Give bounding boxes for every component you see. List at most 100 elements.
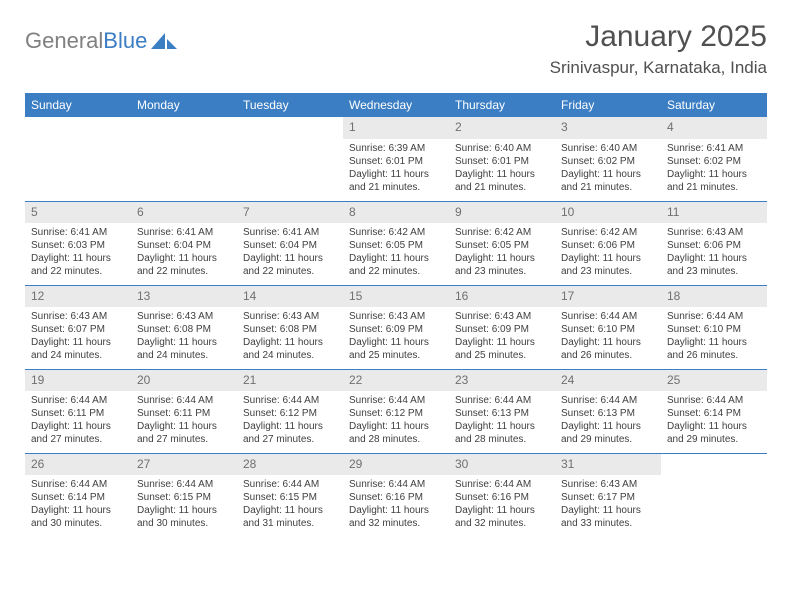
- day-details: Sunrise: 6:43 AMSunset: 6:09 PMDaylight:…: [449, 307, 555, 365]
- daylight-text: Daylight: 11 hours and 26 minutes.: [561, 336, 655, 362]
- daylight-text: Daylight: 11 hours and 29 minutes.: [561, 420, 655, 446]
- calendar-cell: 10Sunrise: 6:42 AMSunset: 6:06 PMDayligh…: [555, 201, 661, 285]
- sunset-text: Sunset: 6:02 PM: [561, 155, 655, 168]
- sunrise-text: Sunrise: 6:44 AM: [455, 394, 549, 407]
- calendar-week-row: 12Sunrise: 6:43 AMSunset: 6:07 PMDayligh…: [25, 285, 767, 369]
- calendar-body: 1Sunrise: 6:39 AMSunset: 6:01 PMDaylight…: [25, 117, 767, 537]
- day-details: Sunrise: 6:44 AMSunset: 6:13 PMDaylight:…: [555, 391, 661, 449]
- sunrise-text: Sunrise: 6:41 AM: [31, 226, 125, 239]
- sunrise-text: Sunrise: 6:43 AM: [137, 310, 231, 323]
- sunrise-text: Sunrise: 6:44 AM: [349, 478, 443, 491]
- sunrise-text: Sunrise: 6:44 AM: [667, 394, 761, 407]
- daylight-text: Daylight: 11 hours and 21 minutes.: [455, 168, 549, 194]
- sunrise-text: Sunrise: 6:42 AM: [561, 226, 655, 239]
- day-details: Sunrise: 6:44 AMSunset: 6:10 PMDaylight:…: [661, 307, 767, 365]
- calendar-cell: 13Sunrise: 6:43 AMSunset: 6:08 PMDayligh…: [131, 285, 237, 369]
- daylight-text: Daylight: 11 hours and 27 minutes.: [243, 420, 337, 446]
- sunrise-text: Sunrise: 6:44 AM: [243, 478, 337, 491]
- day-details: Sunrise: 6:44 AMSunset: 6:15 PMDaylight:…: [237, 475, 343, 533]
- day-number: 16: [449, 286, 555, 308]
- col-saturday: Saturday: [661, 93, 767, 117]
- daylight-text: Daylight: 11 hours and 29 minutes.: [667, 420, 761, 446]
- calendar-cell: 23Sunrise: 6:44 AMSunset: 6:13 PMDayligh…: [449, 369, 555, 453]
- day-number: 21: [237, 370, 343, 392]
- day-number: 8: [343, 202, 449, 224]
- day-number: 30: [449, 454, 555, 476]
- month-title: January 2025: [550, 20, 767, 54]
- sunset-text: Sunset: 6:13 PM: [561, 407, 655, 420]
- sunset-text: Sunset: 6:04 PM: [243, 239, 337, 252]
- daylight-text: Daylight: 11 hours and 23 minutes.: [561, 252, 655, 278]
- daylight-text: Daylight: 11 hours and 31 minutes.: [243, 504, 337, 530]
- day-number: 4: [661, 117, 767, 139]
- col-tuesday: Tuesday: [237, 93, 343, 117]
- day-details: Sunrise: 6:44 AMSunset: 6:16 PMDaylight:…: [449, 475, 555, 533]
- sunrise-text: Sunrise: 6:43 AM: [561, 478, 655, 491]
- daylight-text: Daylight: 11 hours and 27 minutes.: [31, 420, 125, 446]
- day-number: 22: [343, 370, 449, 392]
- sunrise-text: Sunrise: 6:44 AM: [31, 478, 125, 491]
- daylight-text: Daylight: 11 hours and 32 minutes.: [349, 504, 443, 530]
- sunset-text: Sunset: 6:08 PM: [243, 323, 337, 336]
- day-details: Sunrise: 6:43 AMSunset: 6:09 PMDaylight:…: [343, 307, 449, 365]
- calendar-cell: [661, 453, 767, 537]
- daylight-text: Daylight: 11 hours and 26 minutes.: [667, 336, 761, 362]
- day-number: 29: [343, 454, 449, 476]
- daylight-text: Daylight: 11 hours and 24 minutes.: [31, 336, 125, 362]
- sunset-text: Sunset: 6:17 PM: [561, 491, 655, 504]
- sunrise-text: Sunrise: 6:44 AM: [455, 478, 549, 491]
- sunset-text: Sunset: 6:08 PM: [137, 323, 231, 336]
- sunrise-text: Sunrise: 6:42 AM: [349, 226, 443, 239]
- sunrise-text: Sunrise: 6:44 AM: [667, 310, 761, 323]
- day-number: 9: [449, 202, 555, 224]
- day-number: 11: [661, 202, 767, 224]
- calendar-cell: 19Sunrise: 6:44 AMSunset: 6:11 PMDayligh…: [25, 369, 131, 453]
- day-details: Sunrise: 6:43 AMSunset: 6:08 PMDaylight:…: [131, 307, 237, 365]
- location-text: Srinivaspur, Karnataka, India: [550, 58, 767, 78]
- day-details: Sunrise: 6:44 AMSunset: 6:14 PMDaylight:…: [25, 475, 131, 533]
- day-details: Sunrise: 6:40 AMSunset: 6:02 PMDaylight:…: [555, 139, 661, 197]
- sunset-text: Sunset: 6:15 PM: [243, 491, 337, 504]
- col-friday: Friday: [555, 93, 661, 117]
- day-number: 13: [131, 286, 237, 308]
- sunset-text: Sunset: 6:06 PM: [561, 239, 655, 252]
- calendar-cell: 31Sunrise: 6:43 AMSunset: 6:17 PMDayligh…: [555, 453, 661, 537]
- daylight-text: Daylight: 11 hours and 21 minutes.: [349, 168, 443, 194]
- sunset-text: Sunset: 6:05 PM: [349, 239, 443, 252]
- brand-text-1: General: [25, 28, 103, 54]
- sunrise-text: Sunrise: 6:41 AM: [667, 142, 761, 155]
- day-number: 3: [555, 117, 661, 139]
- calendar-cell: [25, 117, 131, 201]
- calendar-cell: 14Sunrise: 6:43 AMSunset: 6:08 PMDayligh…: [237, 285, 343, 369]
- daylight-text: Daylight: 11 hours and 22 minutes.: [243, 252, 337, 278]
- day-details: Sunrise: 6:44 AMSunset: 6:12 PMDaylight:…: [343, 391, 449, 449]
- day-number: 6: [131, 202, 237, 224]
- calendar-cell: 17Sunrise: 6:44 AMSunset: 6:10 PMDayligh…: [555, 285, 661, 369]
- sunset-text: Sunset: 6:03 PM: [31, 239, 125, 252]
- daylight-text: Daylight: 11 hours and 22 minutes.: [137, 252, 231, 278]
- daylight-text: Daylight: 11 hours and 30 minutes.: [31, 504, 125, 530]
- sunset-text: Sunset: 6:02 PM: [667, 155, 761, 168]
- calendar-cell: 22Sunrise: 6:44 AMSunset: 6:12 PMDayligh…: [343, 369, 449, 453]
- day-number: 15: [343, 286, 449, 308]
- sunrise-text: Sunrise: 6:44 AM: [561, 310, 655, 323]
- col-wednesday: Wednesday: [343, 93, 449, 117]
- daylight-text: Daylight: 11 hours and 23 minutes.: [455, 252, 549, 278]
- calendar-week-row: 19Sunrise: 6:44 AMSunset: 6:11 PMDayligh…: [25, 369, 767, 453]
- day-details: Sunrise: 6:44 AMSunset: 6:10 PMDaylight:…: [555, 307, 661, 365]
- calendar-table: Sunday Monday Tuesday Wednesday Thursday…: [25, 93, 767, 537]
- daylight-text: Daylight: 11 hours and 30 minutes.: [137, 504, 231, 530]
- day-details: Sunrise: 6:44 AMSunset: 6:15 PMDaylight:…: [131, 475, 237, 533]
- calendar-cell: 5Sunrise: 6:41 AMSunset: 6:03 PMDaylight…: [25, 201, 131, 285]
- sunrise-text: Sunrise: 6:40 AM: [561, 142, 655, 155]
- sunset-text: Sunset: 6:11 PM: [31, 407, 125, 420]
- calendar-cell: 20Sunrise: 6:44 AMSunset: 6:11 PMDayligh…: [131, 369, 237, 453]
- calendar-cell: 11Sunrise: 6:43 AMSunset: 6:06 PMDayligh…: [661, 201, 767, 285]
- day-details: Sunrise: 6:43 AMSunset: 6:06 PMDaylight:…: [661, 223, 767, 281]
- daylight-text: Daylight: 11 hours and 27 minutes.: [137, 420, 231, 446]
- day-number: 12: [25, 286, 131, 308]
- day-details: Sunrise: 6:42 AMSunset: 6:06 PMDaylight:…: [555, 223, 661, 281]
- daylight-text: Daylight: 11 hours and 24 minutes.: [137, 336, 231, 362]
- sunset-text: Sunset: 6:14 PM: [667, 407, 761, 420]
- daylight-text: Daylight: 11 hours and 21 minutes.: [561, 168, 655, 194]
